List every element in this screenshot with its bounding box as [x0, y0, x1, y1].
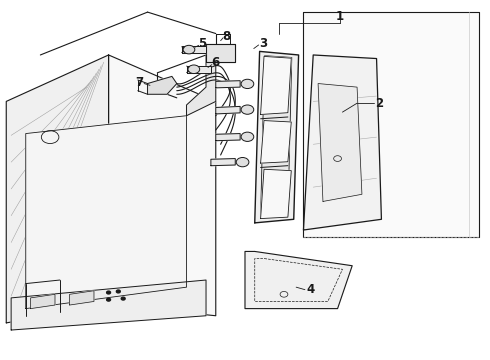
Polygon shape — [216, 107, 240, 114]
Polygon shape — [206, 44, 235, 62]
Circle shape — [241, 79, 254, 89]
Polygon shape — [261, 57, 291, 114]
Polygon shape — [6, 55, 109, 323]
Text: 6: 6 — [212, 56, 220, 69]
Polygon shape — [245, 251, 352, 309]
Circle shape — [241, 132, 254, 141]
Text: 7: 7 — [135, 76, 144, 89]
Polygon shape — [216, 134, 240, 141]
Polygon shape — [187, 55, 216, 116]
Polygon shape — [147, 76, 177, 94]
Polygon shape — [261, 121, 291, 163]
Circle shape — [121, 297, 125, 300]
Polygon shape — [255, 51, 298, 223]
Circle shape — [188, 65, 200, 73]
Polygon shape — [26, 116, 187, 309]
Polygon shape — [109, 55, 216, 316]
Polygon shape — [11, 280, 206, 330]
Circle shape — [116, 290, 120, 293]
Polygon shape — [261, 56, 292, 219]
Text: 2: 2 — [375, 97, 383, 110]
Polygon shape — [187, 66, 211, 73]
Polygon shape — [216, 81, 240, 88]
Polygon shape — [211, 158, 235, 166]
Polygon shape — [318, 84, 362, 202]
Circle shape — [236, 157, 249, 167]
Text: 5: 5 — [198, 37, 207, 50]
Polygon shape — [70, 291, 94, 305]
Polygon shape — [303, 55, 381, 230]
Text: 8: 8 — [222, 30, 231, 42]
Text: 3: 3 — [259, 37, 268, 50]
Polygon shape — [30, 294, 55, 309]
Circle shape — [183, 45, 195, 54]
Text: 4: 4 — [307, 283, 315, 296]
Circle shape — [107, 291, 111, 294]
Circle shape — [107, 298, 111, 301]
Polygon shape — [182, 46, 206, 53]
Text: 1: 1 — [336, 10, 344, 23]
Polygon shape — [261, 169, 291, 219]
Polygon shape — [303, 12, 479, 237]
Circle shape — [241, 105, 254, 114]
